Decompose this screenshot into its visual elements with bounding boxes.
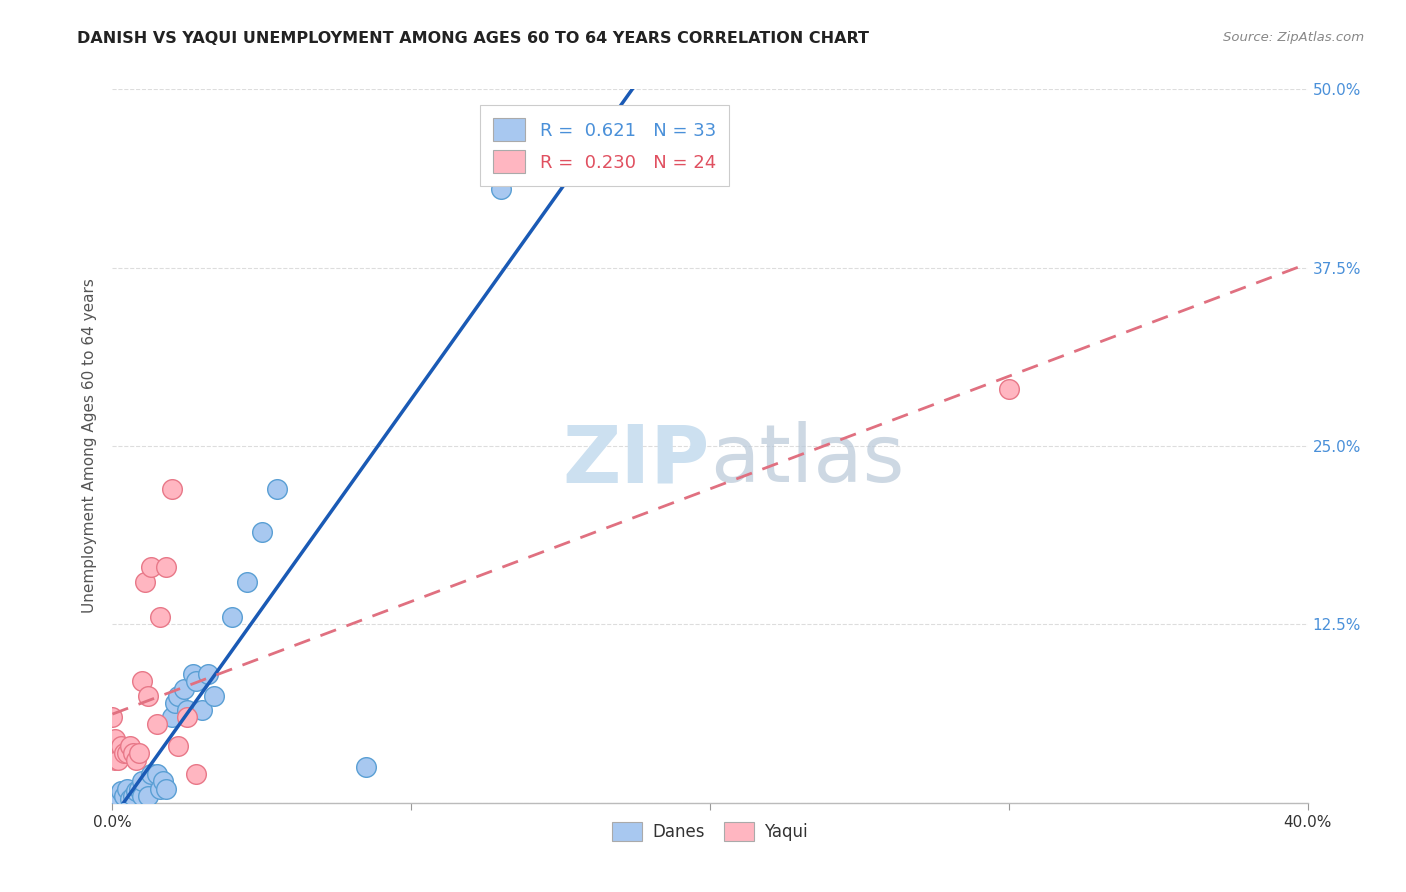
Point — [141, 767, 163, 781]
Point — [104, 731, 127, 746]
Point — [128, 746, 150, 760]
Point — [107, 753, 129, 767]
Point — [155, 781, 177, 796]
Point — [131, 789, 153, 803]
Point — [191, 703, 214, 717]
Point — [197, 667, 219, 681]
Point — [176, 703, 198, 717]
Point — [114, 789, 135, 803]
Point — [162, 710, 183, 724]
Point — [138, 789, 160, 803]
Point — [173, 681, 195, 696]
Legend: Danes, Yaqui: Danes, Yaqui — [606, 815, 814, 848]
Point — [117, 746, 139, 760]
Text: Source: ZipAtlas.com: Source: ZipAtlas.com — [1223, 31, 1364, 45]
Point — [162, 482, 183, 496]
Point — [138, 689, 160, 703]
Point — [110, 739, 132, 753]
Point — [120, 739, 142, 753]
Point — [356, 760, 378, 774]
Point — [152, 774, 174, 789]
Point — [104, 753, 127, 767]
Point — [110, 784, 132, 798]
Point — [149, 781, 172, 796]
Point — [122, 746, 145, 760]
Point — [131, 774, 153, 789]
Point — [146, 717, 169, 731]
Point — [186, 674, 208, 689]
Point — [120, 791, 142, 805]
Point — [101, 710, 124, 724]
Point — [181, 667, 204, 681]
Point — [107, 789, 129, 803]
Point — [146, 767, 169, 781]
Point — [998, 382, 1021, 396]
Point — [101, 739, 124, 753]
Point — [114, 746, 135, 760]
Point — [176, 710, 198, 724]
Point — [122, 789, 145, 803]
Text: atlas: atlas — [710, 421, 904, 500]
Text: ZIP: ZIP — [562, 421, 710, 500]
Point — [125, 753, 148, 767]
Point — [149, 610, 172, 624]
Point — [131, 674, 153, 689]
Point — [221, 610, 243, 624]
Point — [141, 560, 163, 574]
Point — [155, 560, 177, 574]
Y-axis label: Unemployment Among Ages 60 to 64 years: Unemployment Among Ages 60 to 64 years — [82, 278, 97, 614]
Point — [125, 784, 148, 798]
Point — [134, 574, 156, 589]
Point — [128, 781, 150, 796]
Point — [236, 574, 259, 589]
Point — [250, 524, 273, 539]
Point — [564, 146, 586, 161]
Point — [186, 767, 208, 781]
Point — [167, 689, 190, 703]
Point — [266, 482, 288, 496]
Point — [202, 689, 225, 703]
Text: DANISH VS YAQUI UNEMPLOYMENT AMONG AGES 60 TO 64 YEARS CORRELATION CHART: DANISH VS YAQUI UNEMPLOYMENT AMONG AGES … — [77, 31, 869, 46]
Point — [165, 696, 187, 710]
Point — [167, 739, 190, 753]
Point — [489, 182, 512, 196]
Point — [117, 781, 139, 796]
